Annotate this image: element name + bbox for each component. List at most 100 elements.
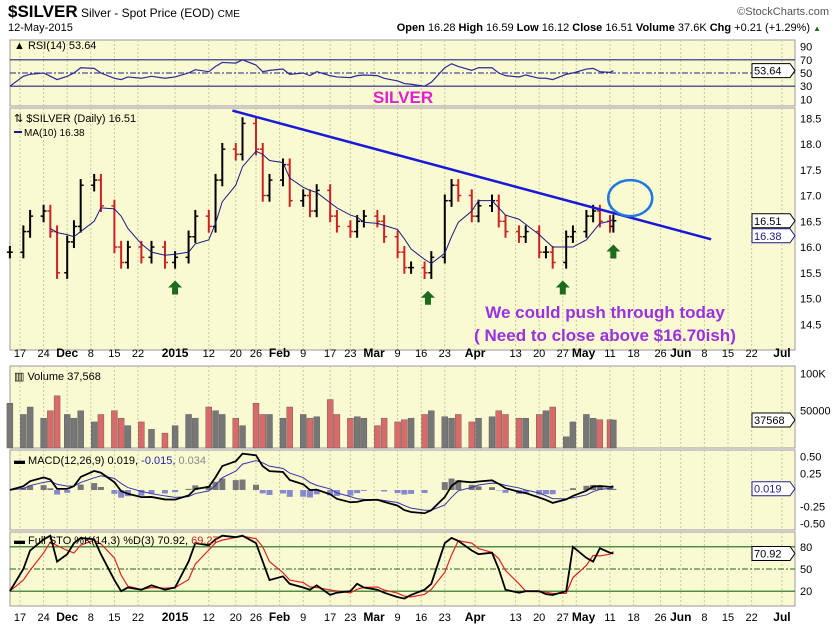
- price-bar: [266, 173, 273, 202]
- macd-histogram-bar: [64, 490, 71, 493]
- macd-histogram-bar: [354, 490, 361, 494]
- sto-tick-label: 80: [800, 542, 812, 554]
- macd-tick-label: 0.25: [800, 468, 821, 480]
- price-close-tag-box: [751, 213, 796, 229]
- price-tick-label: 17.0: [800, 191, 821, 203]
- chg-value: +0.21 (+1.29%): [734, 22, 811, 34]
- macd-histogram-bar: [401, 490, 408, 495]
- volume-bar: [596, 419, 604, 449]
- description: Silver - Spot Price (EOD): [80, 6, 215, 20]
- volume-bar: [475, 417, 482, 449]
- price-bar: [569, 225, 576, 243]
- price-bar: [475, 199, 482, 223]
- price-bar: [232, 143, 239, 161]
- macd-histogram-bar: [421, 490, 428, 494]
- high-label: High: [458, 22, 483, 34]
- volume-bar: [212, 410, 219, 449]
- macd-histogram-bar: [607, 488, 613, 490]
- price-bar: [40, 204, 47, 223]
- volume-bar: [536, 414, 543, 449]
- volume-bar: [441, 416, 448, 449]
- volume-bar: [407, 417, 415, 449]
- volume-bar: [219, 414, 226, 449]
- price-bar: [563, 230, 570, 269]
- price-bar: [374, 209, 381, 228]
- rsi-tick-label: 90: [800, 42, 812, 54]
- x-tick-label: 22: [745, 612, 757, 624]
- macd-histogram-bar: [327, 490, 334, 496]
- close-label: Close: [572, 22, 603, 34]
- price-bar: [495, 194, 502, 228]
- price-tick-label: 15.5: [800, 268, 821, 280]
- x-tick-label: 9: [395, 348, 401, 360]
- x-tick-label: 11: [604, 612, 615, 624]
- x-tick-label: Mar: [363, 346, 385, 360]
- volume-bar: [97, 414, 105, 449]
- price-bar: [6, 245, 13, 259]
- x-tick-label: Mar: [363, 610, 385, 624]
- price-bar: [522, 225, 529, 243]
- x-tick-label: 2015: [162, 610, 189, 624]
- quote-summary: Open 16.28 High 16.59 Low 16.12 Close 16…: [397, 22, 821, 34]
- x-tick-label: 16: [415, 348, 427, 360]
- annotation-line1: We could push through today: [485, 303, 725, 322]
- price-bar: [64, 235, 71, 279]
- x-tick-label: 24: [37, 612, 49, 624]
- close-value: 16.51: [605, 22, 633, 34]
- macd-histogram-bar: [522, 490, 529, 494]
- rsi-tick-label: 50: [800, 68, 812, 80]
- volume-bar: [374, 425, 381, 449]
- x-tick-label: 23: [344, 348, 356, 360]
- macd-histogram-bar: [40, 485, 47, 490]
- volume-bar: [313, 416, 320, 449]
- price-close-tag: 16.51: [754, 216, 782, 228]
- macd-histogram-bar: [77, 484, 84, 490]
- x-tick-label: 17: [14, 348, 26, 360]
- price-bar: [259, 143, 266, 202]
- symbol: $SILVER: [8, 2, 78, 21]
- x-tick-label: Feb: [269, 346, 290, 360]
- price-bar: [77, 179, 84, 233]
- x-tick-label: 22: [132, 612, 144, 624]
- rsi-tick-label: 10: [800, 94, 812, 106]
- macd-histogram-bar: [549, 490, 556, 495]
- volume-bar: [252, 403, 260, 449]
- volume-bar: [117, 417, 125, 449]
- volume-bar: [610, 419, 617, 449]
- price-bar: [549, 245, 556, 269]
- volume-bar: [495, 410, 502, 449]
- volume-bar: [205, 406, 213, 449]
- low-label: Low: [516, 22, 539, 34]
- macd-line: [9, 452, 614, 515]
- x-tick-label: 17: [14, 612, 26, 624]
- macd-tick-label: 0.50: [800, 452, 821, 464]
- x-tick-label: 23: [439, 348, 451, 360]
- macd-histogram-bar: [489, 487, 495, 490]
- x-tick-label: May: [572, 346, 596, 360]
- volume-bar: [26, 406, 34, 449]
- price-bar: [205, 209, 212, 233]
- volume-tick-label: 50000: [800, 406, 831, 418]
- target-circle: [606, 178, 654, 218]
- macd-histogram-bar: [266, 490, 273, 495]
- x-tick-label: 15: [108, 348, 120, 360]
- price-bar: [583, 209, 590, 238]
- price-tick-label: 18.0: [800, 139, 821, 151]
- volume-bar: [549, 406, 556, 449]
- chart-date: 12-May-2015: [8, 22, 73, 34]
- macd-histogram-bar: [569, 488, 576, 490]
- ma-last-tag-box: [751, 228, 796, 244]
- x-tick-label: 15: [722, 612, 734, 624]
- volume-bar: [394, 421, 401, 449]
- price-bar: [27, 209, 34, 238]
- price-bar: [219, 143, 226, 187]
- macd-last-tag: 0.019: [754, 484, 782, 496]
- macd-histogram-bar: [138, 490, 145, 496]
- x-tick-label: 16: [415, 612, 427, 624]
- volume-bar: [6, 403, 14, 449]
- volume-bar: [148, 429, 155, 449]
- green-up-arrow-icon: [606, 244, 621, 259]
- sto-tick-label: 20: [800, 586, 812, 598]
- x-tick-label: 8: [701, 612, 707, 624]
- trendline: [232, 109, 712, 241]
